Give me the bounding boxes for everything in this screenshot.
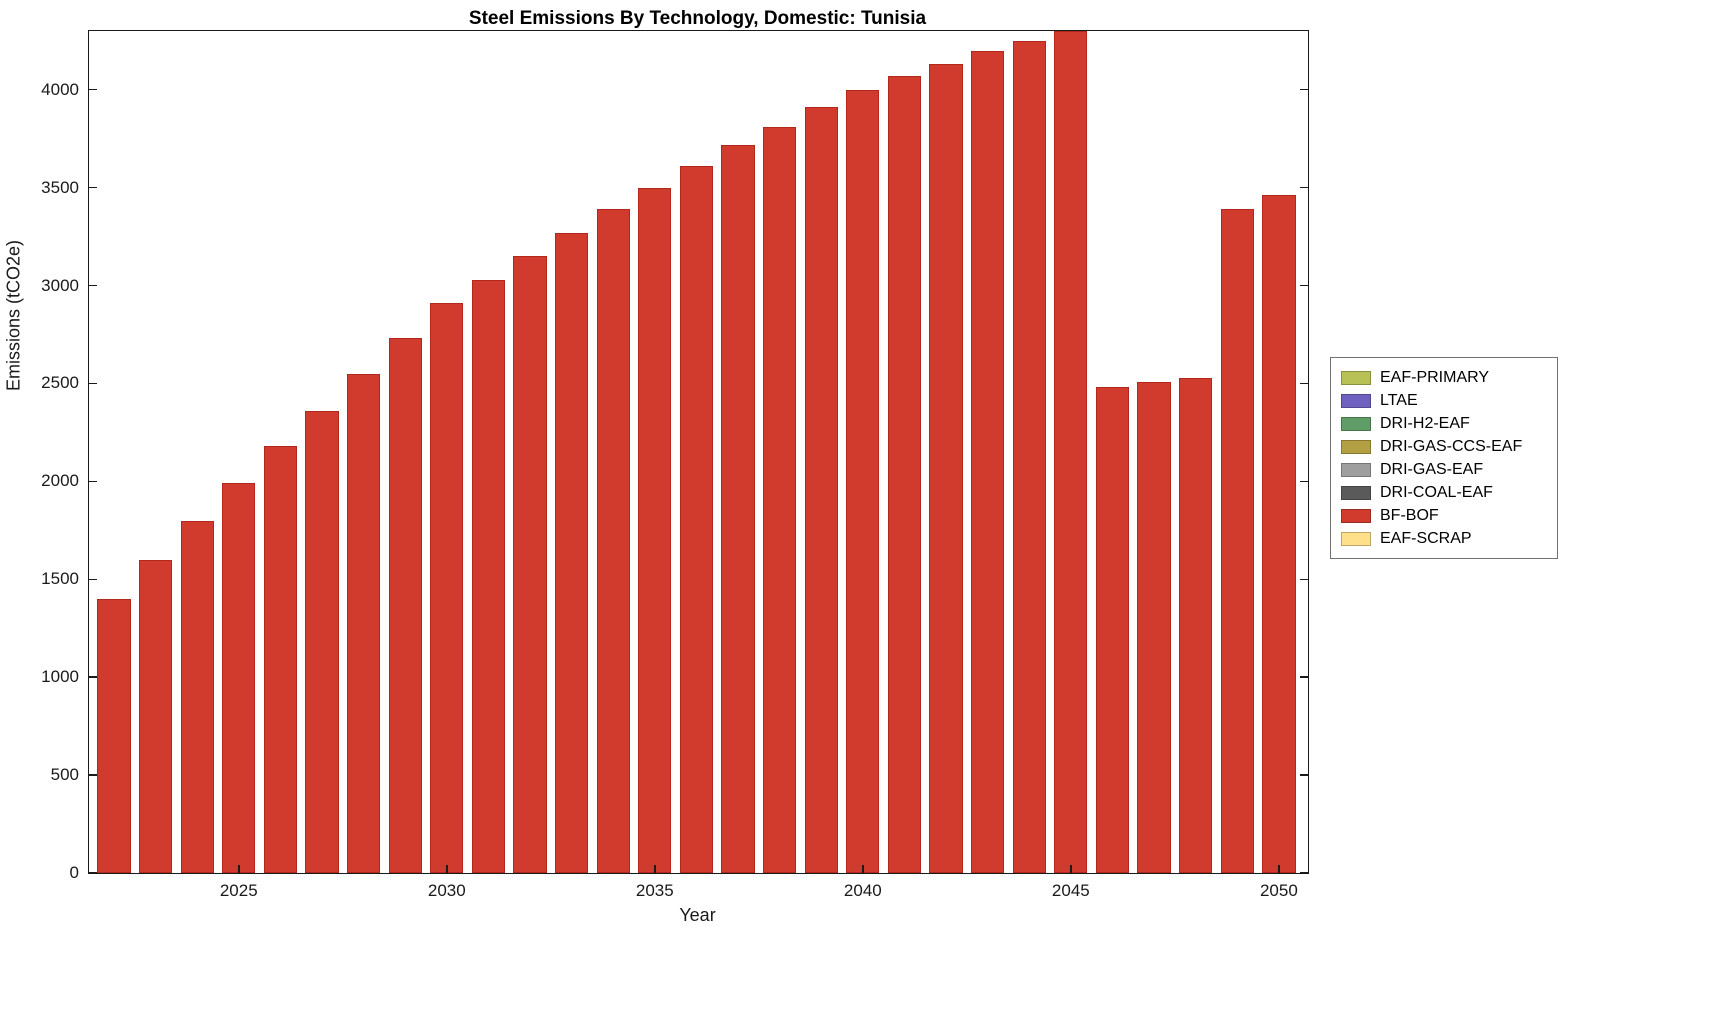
bar-2045 [1054, 31, 1088, 873]
y-tick-mark [89, 774, 97, 776]
bar-2049 [1220, 209, 1254, 873]
y-tick-label-0: 0 [69, 863, 79, 882]
bar-2037 [721, 144, 755, 873]
legend-entry-dri-gas-ccs-eaf: DRI-GAS-CCS-EAF [1341, 435, 1547, 458]
y-tick-mark [1300, 774, 1308, 776]
bar-2026 [263, 446, 298, 873]
legend-swatch-icon [1341, 393, 1371, 408]
legend-entry-dri-coal-eaf: DRI-COAL-EAF [1341, 481, 1547, 504]
bar-2023 [138, 559, 173, 873]
legend-entry-eaf-primary: EAF-PRIMARY [1341, 366, 1547, 389]
bar-2022 [97, 598, 131, 873]
y-tick-mark [1300, 480, 1308, 483]
bar-2047 [1137, 381, 1171, 873]
bar-2024 [180, 520, 214, 873]
y-tick-mark [1300, 578, 1308, 581]
bar-2034 [596, 209, 630, 873]
bar-2039 [804, 107, 838, 873]
y-tick-mark [1300, 676, 1308, 678]
bar-2043 [971, 50, 1005, 873]
legend-label: EAF-SCRAP [1380, 529, 1472, 547]
y-tick-label-4000: 4000 [41, 79, 79, 99]
legend-label: DRI-H2-EAF [1380, 414, 1470, 432]
legend-label: DRI-GAS-CCS-EAF [1380, 437, 1523, 455]
chart-title: Steel Emissions By Technology, Domestic:… [468, 8, 927, 29]
bar-2035 [638, 187, 672, 873]
legend-label: EAF-PRIMARY [1380, 368, 1490, 386]
legend-swatch-icon [1341, 531, 1371, 546]
x-tick-label-2040: 2040 [843, 881, 882, 900]
legend-entry-bf-bof: BF-BOF [1341, 504, 1547, 527]
bar-2046 [1095, 387, 1130, 873]
y-tick-mark [1300, 186, 1308, 189]
bar-2040 [846, 89, 880, 873]
y-tick-label-500: 500 [50, 765, 79, 785]
bar-2031 [471, 279, 506, 873]
legend-swatch-icon [1341, 508, 1371, 523]
x-tick-mark [1070, 865, 1072, 873]
bar-2028 [346, 373, 381, 873]
bar-2036 [679, 166, 714, 873]
legend-swatch-icon [1341, 416, 1371, 431]
bar-2029 [388, 338, 422, 873]
bar-2041 [887, 76, 922, 873]
bar-2038 [762, 126, 797, 873]
x-tick-mark [1278, 865, 1280, 873]
x-tick-mark [654, 865, 656, 873]
legend-swatch-icon [1341, 370, 1371, 385]
y-tick-mark [89, 480, 97, 483]
y-tick-mark [89, 284, 97, 287]
bar-2042 [929, 64, 963, 873]
y-tick-mark [1300, 382, 1308, 385]
legend-label: DRI-GAS-EAF [1380, 460, 1484, 478]
legend-label: LTAE [1380, 391, 1418, 409]
x-tick-label-2050: 2050 [1259, 881, 1298, 900]
y-tick-mark [1300, 284, 1308, 287]
bar-2033 [554, 232, 589, 873]
bar-2025 [222, 483, 256, 873]
y-tick-mark [89, 872, 97, 874]
legend-swatch-icon [1341, 439, 1371, 454]
bar-2048 [1179, 377, 1213, 873]
plot-area: 0 500 1000 1500 2000 2500 3000 3500 4000 2025 2030… [41, 30, 1309, 900]
legend-label: DRI-COAL-EAF [1380, 483, 1493, 501]
y-tick-label-1000: 1000 [41, 667, 79, 687]
legend-entry-ltae: LTAE [1341, 389, 1547, 412]
y-tick-label-2500: 2500 [41, 373, 79, 393]
legend-entry-eaf-scrap: EAF-SCRAP [1341, 527, 1547, 550]
y-tick-mark [89, 578, 97, 581]
x-axis-label: Year [679, 905, 716, 925]
y-tick-mark [89, 186, 97, 189]
x-tick-label-2030: 2030 [427, 881, 466, 900]
y-tick-label-2000: 2000 [41, 471, 79, 491]
y-tick-mark [1300, 88, 1308, 91]
legend: EAF-PRIMARY LTAE DRI-H2-EAF DRI-GAS-CCS-EAF… [1330, 357, 1558, 559]
legend-entry-dri-h2-eaf: DRI-H2-EAF [1341, 412, 1547, 435]
y-tick-mark [89, 88, 97, 91]
bar-2050 [1262, 195, 1296, 873]
y-tick-mark [1300, 872, 1308, 874]
y-tick-mark [89, 676, 97, 678]
x-tick-label-2025: 2025 [219, 881, 258, 900]
bar-2044 [1012, 40, 1046, 873]
bar-2027 [305, 410, 339, 873]
x-tick-label-2035: 2035 [635, 881, 674, 900]
y-axis-label: Emissions (tCO2e) [3, 239, 24, 391]
bar-2032 [513, 256, 547, 873]
x-tick-label-2045: 2045 [1051, 881, 1090, 900]
y-tick-label-1500: 1500 [41, 569, 79, 589]
bar-2030 [430, 303, 464, 873]
x-tick-mark [446, 865, 448, 873]
legend-swatch-icon [1341, 462, 1371, 477]
legend-label: BF-BOF [1380, 506, 1439, 524]
y-tick-mark [89, 382, 97, 385]
x-tick-mark [238, 865, 240, 873]
y-tick-label-3000: 3000 [41, 275, 79, 295]
x-tick-mark [862, 865, 864, 873]
legend-swatch-icon [1341, 485, 1371, 500]
legend-entry-dri-gas-eaf: DRI-GAS-EAF [1341, 458, 1547, 481]
y-tick-label-3500: 3500 [41, 177, 79, 197]
